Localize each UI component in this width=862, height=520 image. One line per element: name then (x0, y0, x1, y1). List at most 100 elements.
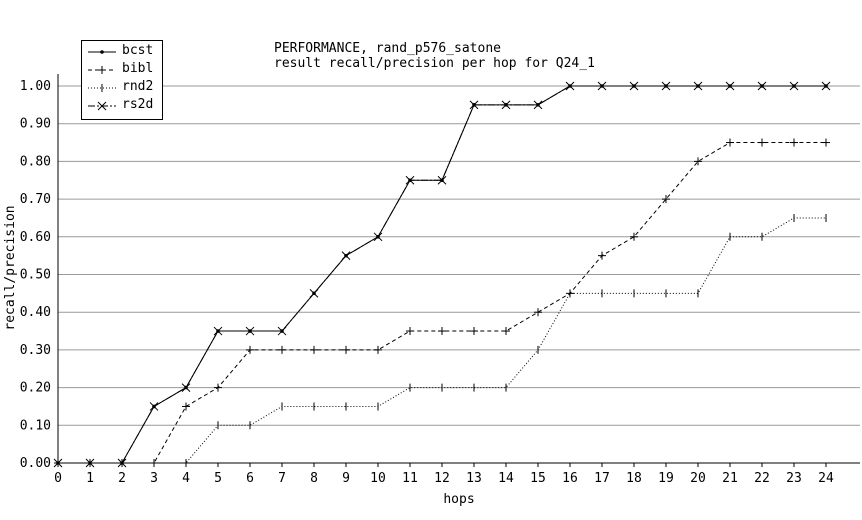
data-point-bibl (438, 327, 446, 336)
data-point-bibl (790, 138, 798, 147)
data-point-bibl (310, 345, 318, 354)
data-point-bibl (630, 232, 638, 241)
x-tick-label: 20 (690, 471, 706, 486)
data-point-rs2d (597, 81, 607, 91)
data-point-rs2d (117, 458, 127, 468)
data-point-rs2d (661, 81, 671, 91)
chart-title-line-1: PERFORMANCE, rand_p576_satone (274, 41, 501, 56)
series-line-rnd2 (58, 217, 826, 464)
data-point-rs2d (533, 100, 543, 110)
grid-lines (58, 85, 860, 464)
legend-label-bcst: bcst (122, 43, 154, 58)
x-tick-label: 16 (562, 471, 578, 486)
y-tick-label: 0.40 (20, 305, 51, 320)
y-tick-label: 0.90 (20, 117, 51, 132)
x-tick-label: 6 (246, 471, 254, 486)
data-point-rs2d (181, 383, 191, 392)
x-tick-label: 0 (54, 471, 62, 486)
series-rnd2 (57, 213, 827, 467)
x-tick-label: 15 (530, 471, 546, 486)
y-tick-label: 0.70 (20, 192, 51, 207)
y-tick-label: 0.30 (20, 343, 51, 358)
data-point-bibl (758, 138, 766, 147)
y-tick-label: 0.80 (20, 154, 51, 169)
data-point-bibl (662, 195, 670, 204)
x-tick-label: 4 (182, 471, 190, 486)
x-tick-label: 3 (150, 471, 158, 486)
x-tick-label: 13 (466, 471, 482, 486)
x-tick-label: 12 (434, 471, 450, 486)
data-point-bibl (406, 327, 414, 336)
series-layer (53, 81, 831, 468)
legend-label-rnd2: rnd2 (122, 79, 154, 94)
x-tick-label: 22 (754, 471, 770, 486)
x-tick-label: 17 (594, 471, 610, 486)
data-point-rs2d (693, 81, 703, 91)
x-tick-label: 14 (498, 471, 514, 486)
data-point-rs2d (789, 81, 799, 91)
x-tick-label: 5 (214, 471, 222, 486)
legend-marker-rs2d (97, 101, 107, 111)
legend: bcst bibl rnd2 rs2d (81, 40, 163, 120)
x-tick-label: 2 (118, 471, 126, 486)
data-point-rs2d (85, 458, 95, 468)
data-point-rs2d (629, 81, 639, 91)
data-point-rs2d (373, 232, 383, 242)
legend-marker-bcst (100, 50, 104, 54)
data-point-rs2d (725, 81, 735, 91)
data-point-rs2d (341, 251, 351, 261)
x-tick-label: 19 (658, 471, 674, 486)
data-point-rs2d (821, 81, 831, 91)
x-tick-label: 10 (370, 471, 386, 486)
y-tick-label: 0.00 (20, 456, 51, 471)
x-tick-label: 11 (402, 471, 418, 486)
legend-label-rs2d: rs2d (122, 97, 154, 112)
legend-swatch-rnd2 (88, 84, 116, 92)
x-tick-label: 1 (86, 471, 94, 486)
legend-marker-bibl (98, 66, 106, 74)
y-tick-label: 1.00 (20, 79, 51, 94)
chart-title-line-2: result recall/precision per hop for Q24_… (274, 56, 595, 71)
x-axis-label: hops (443, 492, 474, 507)
data-point-rs2d (437, 175, 447, 185)
data-point-bibl (374, 345, 382, 354)
y-tick-label: 0.10 (20, 418, 51, 433)
legend-swatch-bibl (88, 66, 116, 74)
data-point-rs2d (565, 81, 575, 91)
series-rs2d (53, 81, 831, 468)
data-point-bibl (182, 402, 190, 411)
data-point-rs2d (277, 326, 287, 336)
x-tick-label: 7 (278, 471, 286, 486)
x-tick-label: 24 (818, 471, 834, 486)
axes: 0.00 0.10 0.20 0.30 0.40 0.50 0.60 0.70 0.80 0.90… (20, 74, 860, 486)
data-point-bibl (278, 345, 286, 354)
x-tick-label: 23 (786, 471, 802, 486)
data-point-rs2d (469, 100, 479, 110)
data-point-bibl (342, 345, 350, 354)
data-point-bibl (214, 383, 222, 392)
data-point-bibl (246, 345, 254, 354)
x-tick-label: 9 (342, 471, 350, 486)
data-point-bibl (598, 251, 606, 260)
data-point-bibl (694, 157, 702, 166)
x-tick-label: 8 (310, 471, 318, 486)
data-point-rs2d (405, 175, 415, 185)
x-tick-label: 21 (722, 471, 738, 486)
data-point-bibl (822, 138, 830, 147)
legend-swatch-bcst (88, 50, 116, 54)
y-tick-label: 0.20 (20, 381, 51, 396)
data-point-bibl (726, 138, 734, 147)
data-point-rs2d (309, 288, 319, 298)
data-point-rs2d (245, 326, 255, 336)
series-bibl (54, 138, 830, 467)
y-tick-label: 0.60 (20, 230, 51, 245)
legend-swatch-rs2d (88, 101, 116, 111)
data-point-rs2d (757, 81, 767, 91)
data-point-rs2d (53, 458, 63, 468)
data-point-bibl (502, 327, 510, 336)
x-tick-label: 18 (626, 471, 642, 486)
data-point-rs2d (149, 402, 159, 411)
legend-label-bibl: bibl (122, 61, 154, 76)
data-point-rs2d (501, 100, 511, 110)
